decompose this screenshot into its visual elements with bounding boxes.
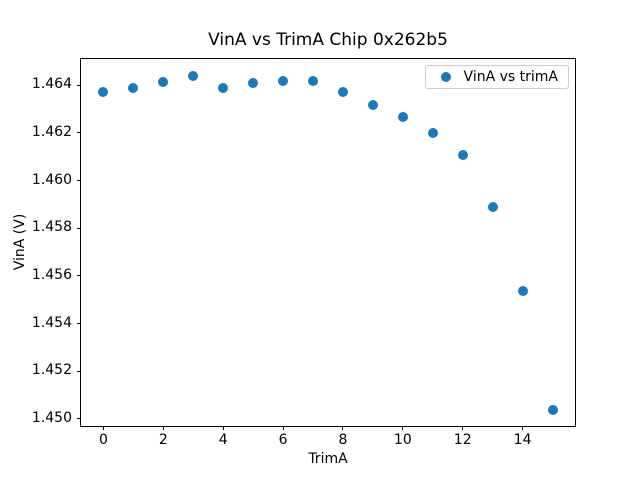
data-point <box>98 86 109 97</box>
x-tick-label: 6 <box>278 432 288 448</box>
data-point <box>308 76 319 87</box>
y-axis-label: VinA (V) <box>12 213 28 271</box>
x-tick-label: 12 <box>453 432 472 448</box>
x-tick-label: 14 <box>513 432 532 448</box>
legend-marker-dot <box>440 72 451 82</box>
x-tick-label: 2 <box>158 432 168 448</box>
y-tick-label: 1.458 <box>31 219 72 236</box>
data-point <box>158 76 169 87</box>
y-tick-mark <box>77 323 81 325</box>
x-tick-label: 10 <box>393 432 412 448</box>
y-tick-mark <box>77 132 81 134</box>
x-tick-label: 0 <box>98 432 108 448</box>
y-tick-label: 1.460 <box>31 171 72 188</box>
legend-label: VinA vs trimA <box>463 69 558 85</box>
y-tick-label: 1.452 <box>31 362 72 379</box>
data-point <box>547 405 558 416</box>
data-point <box>278 76 289 87</box>
chart-title: VinA vs TrimA Chip 0x262b5 <box>208 30 448 50</box>
data-point <box>367 99 378 110</box>
y-tick-label: 1.454 <box>31 314 72 331</box>
x-tick-label: 4 <box>218 432 228 448</box>
data-point <box>487 202 498 213</box>
y-tick-mark <box>77 227 81 229</box>
y-tick-mark <box>77 180 81 182</box>
x-tick-mark <box>342 426 344 430</box>
plot-area: VinA vs trimA 0 2 4 6 8 10 12 14 1.450 1.452 1.454… <box>32 58 576 448</box>
y-tick-mark <box>77 418 81 420</box>
legend: VinA vs trimA <box>424 65 569 89</box>
data-point <box>128 83 139 94</box>
x-tick-mark <box>162 426 164 430</box>
x-tick-mark <box>402 426 404 430</box>
x-tick-mark <box>222 426 224 430</box>
y-tick-mark <box>77 275 81 277</box>
x-axis-label: TrimA <box>308 451 348 467</box>
data-point <box>517 285 528 296</box>
x-tick-label: 8 <box>338 432 348 448</box>
data-point <box>218 82 229 93</box>
x-tick-mark <box>522 426 524 430</box>
x-tick-mark <box>462 426 464 430</box>
data-point <box>427 128 438 139</box>
x-tick-mark <box>282 426 284 430</box>
y-tick-label: 1.450 <box>31 409 72 426</box>
y-tick-label: 1.462 <box>31 123 72 140</box>
y-tick-label: 1.456 <box>31 266 72 283</box>
data-point <box>397 111 408 122</box>
data-point <box>337 87 348 98</box>
data-point <box>188 71 199 82</box>
y-tick-mark <box>77 84 81 86</box>
y-tick-mark <box>77 370 81 372</box>
y-tick-label: 1.464 <box>31 76 72 93</box>
data-point <box>248 78 259 89</box>
data-point <box>457 150 468 161</box>
x-tick-mark <box>102 426 104 430</box>
